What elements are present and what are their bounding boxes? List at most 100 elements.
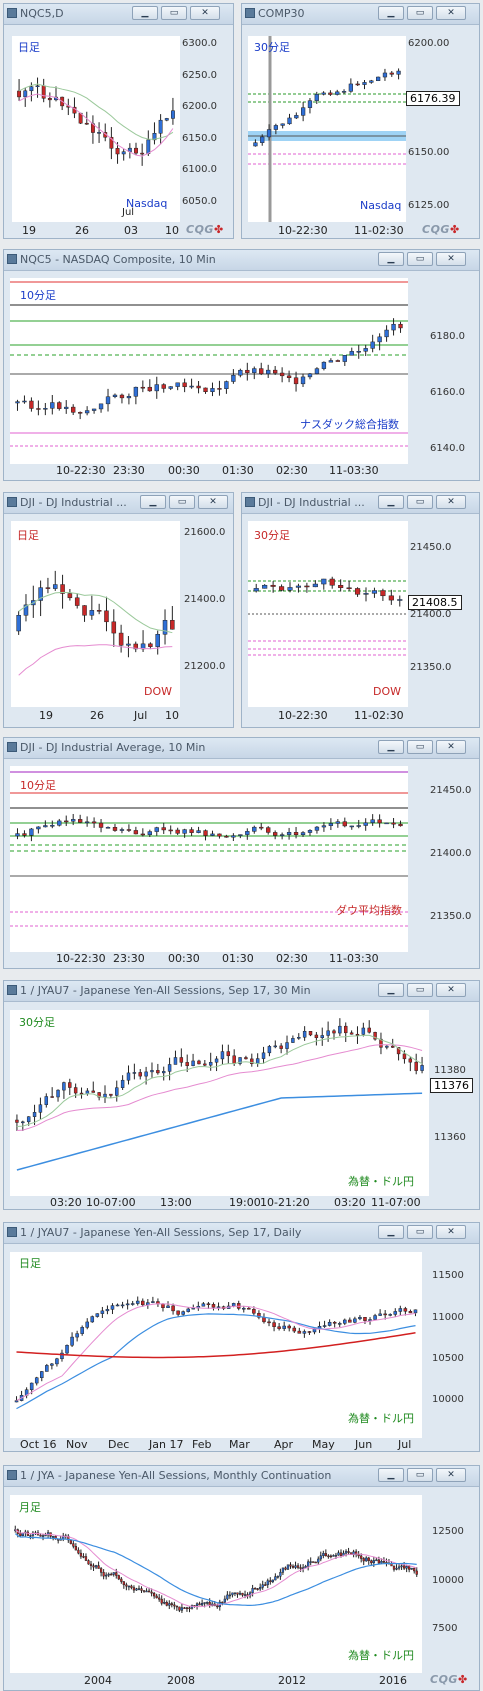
minimize-button[interactable]: ▁ [378,6,404,20]
candlestick-chart[interactable] [10,1252,422,1438]
title-bar[interactable]: NQC5,D ▁ ▭ ✕ [4,4,233,25]
close-button[interactable]: ✕ [436,983,466,997]
candlestick-chart[interactable] [10,1010,429,1196]
title-bar[interactable]: DJI - DJ Industrial ... ▁ ▭ ✕ [242,493,479,514]
candle-body [365,1557,368,1562]
chart-plot[interactable]: 30分足 Nasdaq [248,36,406,222]
candle-body [47,98,52,101]
candle-body [36,826,41,830]
close-button[interactable]: ✕ [436,252,466,266]
restore-button[interactable]: ▭ [407,1225,433,1239]
chart-plot[interactable]: 日足 為替・ドル円 [10,1252,422,1438]
candle-body [244,1057,248,1060]
title-bar[interactable]: DJI - DJ Industrial ... ▁ ▭ ✕ [4,493,233,514]
candle-body [259,826,264,829]
restore-button[interactable]: ▭ [407,495,433,509]
candle-body [266,369,271,375]
close-button[interactable]: ✕ [190,6,220,20]
time-tick: Oct 16 [20,1438,57,1451]
minimize-button[interactable]: ▁ [378,1225,404,1239]
chart-window-nqc5-daily[interactable]: NQC5,D ▁ ▭ ✕ 日足 Nasdaq 6300.0 6250.0 620… [3,3,234,239]
restore-button[interactable]: ▭ [161,6,187,20]
candlestick-chart[interactable] [10,766,408,952]
restore-button[interactable]: ▭ [407,252,433,266]
title-bar[interactable]: 1 / JYA - Japanese Yen-All Sessions, Mon… [4,1466,479,1487]
chart-window-dji-daily[interactable]: DJI - DJ Industrial ... ▁ ▭ ✕ 日足 DOW 216… [3,492,234,728]
chart-plot[interactable]: 日足 Nasdaq [12,36,180,222]
minimize-button[interactable]: ▁ [132,6,158,20]
candle-body [67,593,73,599]
candlestick-chart[interactable] [248,521,408,707]
price-axis: 11380 11360 [434,1010,480,1200]
chart-window-comp30[interactable]: COMP30 ▁ ▭ ✕ 30分足 Nasdaq 6176.39 6200.00… [241,3,480,239]
time-tick: 19:00 [229,1196,261,1209]
chart-window-jpy-daily[interactable]: 1 / JYAU7 - Japanese Yen-All Sessions, S… [3,1222,480,1452]
candle-body [324,1553,327,1557]
minimize-button[interactable]: ▁ [378,1468,404,1482]
close-button[interactable]: ✕ [436,740,466,754]
candlestick-chart[interactable] [248,36,406,222]
chart-window-jpy-30min[interactable]: 1 / JYAU7 - Japanese Yen-All Sessions, S… [3,980,480,1210]
candlestick-chart[interactable] [11,521,180,707]
candle-body [408,1311,413,1314]
candle-body [175,1605,178,1608]
candle-body [64,406,69,409]
candle-body [100,1310,105,1314]
title-bar[interactable]: COMP30 ▁ ▭ ✕ [242,4,479,25]
chart-plot[interactable]: 日足 DOW [11,521,180,707]
window-title: 1 / JYAU7 - Japanese Yen-All Sessions, S… [20,1226,302,1239]
close-button[interactable]: ✕ [436,1225,466,1239]
candle-body [130,1585,133,1588]
candlestick-chart[interactable] [10,1495,422,1673]
timeframe-label: 10分足 [20,289,56,302]
time-tick: 02:30 [276,464,308,477]
chart-window-dji-30min[interactable]: DJI - DJ Industrial ... ▁ ▭ ✕ 30分足 DOW 2… [241,492,480,728]
minimize-button[interactable]: ▁ [378,983,404,997]
close-button[interactable]: ✕ [436,1468,466,1482]
restore-button[interactable]: ▭ [407,740,433,754]
candlestick-chart[interactable] [12,36,180,222]
candle-body [238,369,243,376]
candle-body [329,578,335,586]
close-button[interactable]: ✕ [436,495,466,509]
title-bar[interactable]: DJI - DJ Industrial Average, 10 Min ▁ ▭ … [4,738,479,759]
title-bar[interactable]: 1 / JYAU7 - Japanese Yen-All Sessions, S… [4,1223,479,1244]
minimize-button[interactable]: ▁ [140,495,166,509]
candle-body [321,825,327,828]
restore-button[interactable]: ▭ [407,6,433,20]
candle-body [361,1027,366,1035]
chart-plot[interactable]: 月足 為替・ドル円 [10,1495,422,1673]
chart-plot[interactable]: 10分足 ナスダック総合指数 [10,278,408,464]
minimize-button[interactable]: ▁ [378,495,404,509]
candle-body [196,385,201,389]
minimize-button[interactable]: ▁ [378,252,404,266]
restore-button[interactable]: ▭ [169,495,195,509]
title-bar[interactable]: 1 / JYAU7 - Japanese Yen-All Sessions, S… [4,981,479,1002]
chart-window-jpy-monthly[interactable]: 1 / JYA - Japanese Yen-All Sessions, Mon… [3,1465,480,1691]
restore-button[interactable]: ▭ [407,1468,433,1482]
close-button[interactable]: ✕ [198,495,228,509]
chart-plot[interactable]: 10分足 ダウ平均指数 [10,766,408,952]
chart-window-dji-10min[interactable]: DJI - DJ Industrial Average, 10 Min ▁ ▭ … [3,737,480,969]
restore-button[interactable]: ▭ [407,983,433,997]
app-icon [7,8,17,18]
candlestick-chart[interactable] [10,278,408,464]
candle-body [243,1594,247,1596]
time-tick: 23:30 [113,464,145,477]
candle-body [115,1087,119,1096]
candle-body [337,1323,342,1325]
candle-body [395,1567,398,1570]
chart-plot[interactable]: 30分足 為替・ドル円 [10,1010,429,1196]
cqg-logo: CQG✤ [430,1673,468,1686]
title-bar[interactable]: NQC5 - NASDAQ Composite, 10 Min ▁ ▭ ✕ [4,250,479,271]
candle-body [253,588,259,592]
chart-window-nasdaq-10min[interactable]: NQC5 - NASDAQ Composite, 10 Min ▁ ▭ ✕ 10… [3,249,480,481]
candle-body [80,1327,84,1334]
minimize-button[interactable]: ▁ [378,740,404,754]
instrument-label: ナスダック総合指数 [300,418,399,431]
candle-body [373,1315,377,1320]
candle-body [170,620,175,630]
chart-plot[interactable]: 30分足 DOW [248,521,408,707]
close-button[interactable]: ✕ [436,6,466,20]
candle-body [329,1555,333,1558]
